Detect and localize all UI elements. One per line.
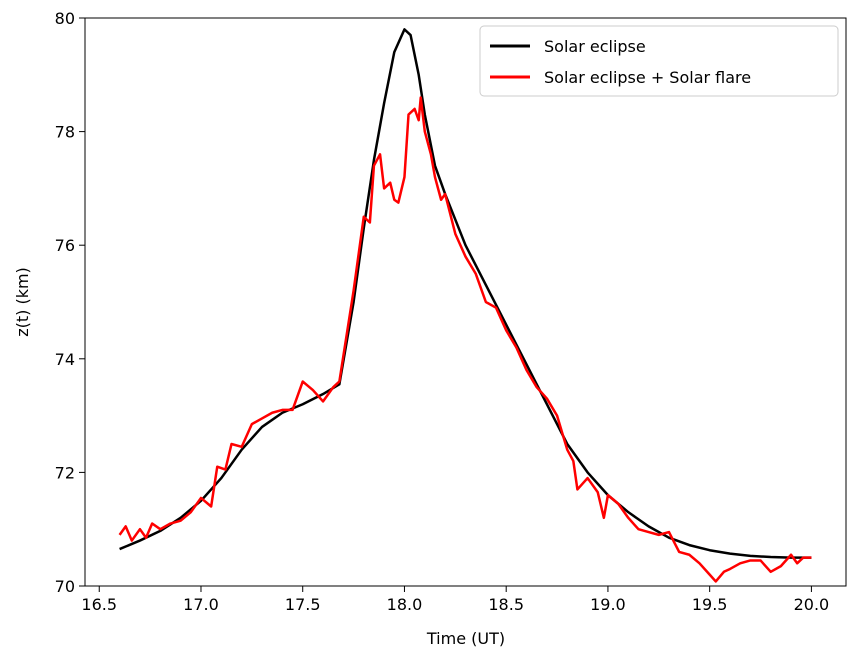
y-axis-label: z(t) (km)	[13, 267, 32, 337]
x-tick-label: 20.0	[794, 595, 830, 614]
y-tick-label: 74	[55, 350, 75, 369]
x-tick-label: 17.0	[183, 595, 219, 614]
plot-frame	[84, 17, 847, 587]
y-tick-label: 72	[55, 463, 75, 482]
x-tick-label: 17.5	[285, 595, 321, 614]
x-tick-label: 16.5	[81, 595, 117, 614]
x-tick-label: 18.0	[387, 595, 423, 614]
x-axis-label: Time (UT)	[426, 629, 505, 648]
y-tick-label: 70	[55, 577, 75, 596]
y-tick-label: 78	[55, 123, 75, 142]
line	[119, 28, 812, 559]
x-tick-label: 18.5	[488, 595, 524, 614]
legend-label: Solar eclipse	[544, 37, 646, 56]
y-tick-label: 76	[55, 236, 75, 255]
y-tick-label: 80	[55, 9, 75, 28]
legend-label: Solar eclipse + Solar flare	[544, 68, 751, 87]
line	[118, 96, 812, 583]
legend-box	[479, 25, 839, 97]
x-tick-label: 19.5	[692, 595, 728, 614]
x-tick-label: 19.0	[590, 595, 626, 614]
